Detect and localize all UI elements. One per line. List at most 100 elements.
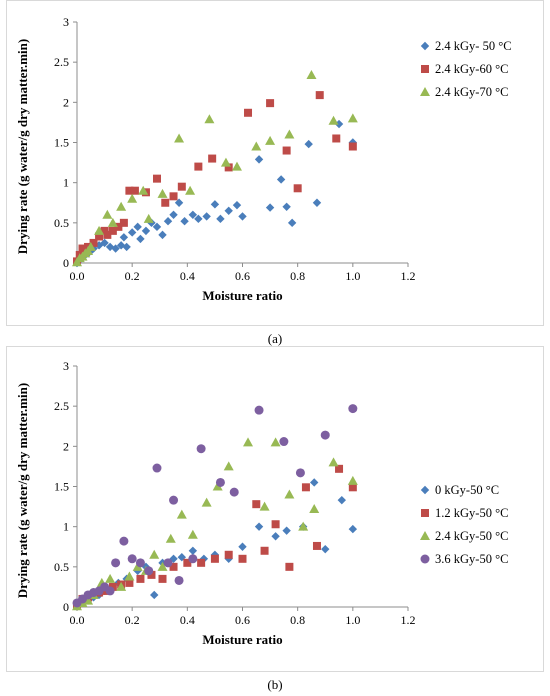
data-point xyxy=(328,457,339,467)
data-point xyxy=(161,198,170,207)
data-point xyxy=(216,214,225,224)
data-point xyxy=(169,192,178,201)
data-point xyxy=(169,495,179,505)
data-point xyxy=(185,185,196,195)
scatter-plot-a: 0 0.5 1 1.5 2 2.5 3 0.0 0.2 0.4 0.6 0.8 1.0 1.2 Moistu… xyxy=(15,15,512,303)
y-tick-label: 2 xyxy=(63,95,69,109)
data-point xyxy=(100,238,109,248)
data-point xyxy=(176,509,187,519)
y-tick-label: 1.5 xyxy=(54,480,69,494)
data-point xyxy=(83,595,94,605)
data-point xyxy=(254,405,264,415)
y-tick-label: 3 xyxy=(63,15,69,29)
data-point xyxy=(136,574,145,583)
data-point xyxy=(107,217,118,227)
scatter-plot-b: 0 0.5 1 1.5 2 2.5 3 0.0 0.2 0.4 0.6 0.8 1.0 1.2 Moistu… xyxy=(15,359,508,647)
data-point xyxy=(197,558,206,567)
data-point xyxy=(174,133,185,143)
y-tick-label: 0 xyxy=(63,256,69,270)
data-point xyxy=(348,524,358,534)
data-point xyxy=(95,232,104,241)
data-point xyxy=(220,157,231,167)
legend-label: 0 kGy-50 °C xyxy=(435,483,499,497)
data-point xyxy=(157,561,168,571)
data-point xyxy=(260,546,269,555)
y-tick-label: 0.5 xyxy=(54,216,69,230)
data-point xyxy=(119,218,128,227)
data-point xyxy=(238,554,247,563)
data-point xyxy=(202,212,211,221)
data-point xyxy=(223,461,234,471)
data-point xyxy=(127,193,138,203)
data-point xyxy=(347,113,358,123)
chart-frame xyxy=(6,0,544,326)
data-point xyxy=(89,238,98,247)
x-axis-label: Moisture ratio xyxy=(202,632,282,647)
data-point xyxy=(78,244,87,253)
data-point xyxy=(157,188,168,198)
x-tick-label: 1.2 xyxy=(401,269,416,283)
data-point xyxy=(177,182,186,191)
x-axis-label: Moisture ratio xyxy=(202,288,282,303)
y-axis-label: Drying rate (g water/g dry matter.min) xyxy=(15,383,30,598)
data-point xyxy=(138,185,149,195)
series-2 xyxy=(73,91,357,266)
data-point xyxy=(282,146,291,155)
figure-caption-b: (b) xyxy=(267,677,283,692)
data-point xyxy=(238,212,247,221)
data-point xyxy=(169,210,178,219)
y-tick-label: 3 xyxy=(63,359,69,373)
x-tick-label: 0.0 xyxy=(70,613,85,627)
legend-marker xyxy=(420,87,430,96)
x-tick-label: 0.0 xyxy=(70,269,85,283)
data-point xyxy=(124,571,135,581)
legend-label: 2.4 kGy-50 °C xyxy=(435,529,508,543)
data-point xyxy=(254,155,264,164)
data-point xyxy=(188,210,198,219)
data-point xyxy=(224,550,233,559)
x-tick-label: 0.8 xyxy=(290,269,305,283)
chart-frame xyxy=(6,346,544,672)
y-tick-label: 2.5 xyxy=(54,55,69,69)
y-tick-label: 1 xyxy=(63,520,69,534)
legend-marker xyxy=(420,531,430,540)
data-point xyxy=(163,217,173,226)
data-point xyxy=(306,70,317,80)
data-point xyxy=(116,241,126,250)
data-point xyxy=(347,475,358,485)
data-point xyxy=(301,483,310,492)
data-point xyxy=(196,444,206,454)
chart-panel-b: 0 0.5 1 1.5 2 2.5 3 0.0 0.2 0.4 0.6 0.8 1.0 1.2 Moistu… xyxy=(0,344,550,694)
data-point xyxy=(304,139,313,149)
data-point xyxy=(312,198,322,207)
data-point xyxy=(284,489,295,499)
legend-marker xyxy=(421,65,429,73)
data-point xyxy=(315,91,324,100)
data-point xyxy=(103,230,112,239)
data-point xyxy=(279,437,289,447)
data-point xyxy=(252,500,261,509)
data-point xyxy=(251,141,262,151)
data-point xyxy=(224,206,233,215)
data-point xyxy=(298,521,309,531)
data-point xyxy=(136,234,145,244)
data-point xyxy=(174,198,184,207)
series-3 xyxy=(72,437,358,611)
data-point xyxy=(163,558,173,568)
data-point xyxy=(285,562,294,571)
data-point xyxy=(183,558,192,567)
data-point xyxy=(321,544,330,554)
data-point xyxy=(215,477,225,487)
data-point xyxy=(144,566,154,576)
data-point xyxy=(108,582,117,591)
data-point xyxy=(188,546,198,555)
x-tick-label: 1.0 xyxy=(345,613,360,627)
data-point xyxy=(105,573,116,583)
legend-label: 2.4 kGy-60 °C xyxy=(435,62,508,76)
data-point xyxy=(310,478,319,487)
legend-marker xyxy=(420,554,430,564)
data-point xyxy=(282,202,291,211)
data-point xyxy=(152,174,161,183)
data-point xyxy=(309,503,320,513)
data-point xyxy=(238,542,247,551)
